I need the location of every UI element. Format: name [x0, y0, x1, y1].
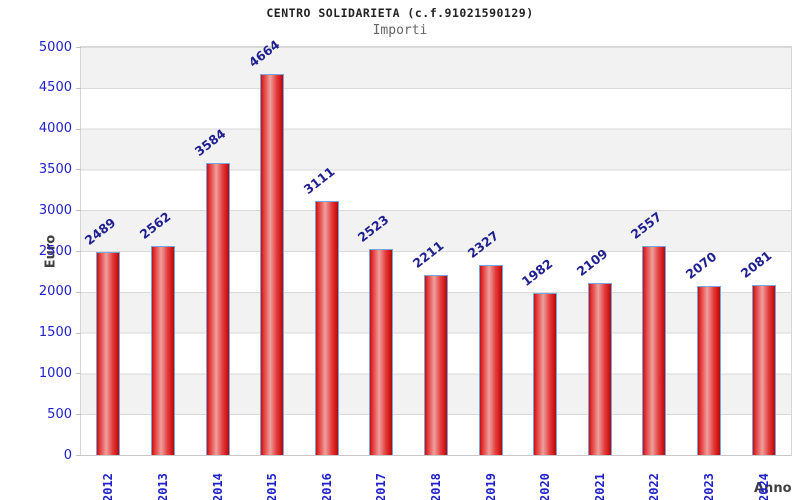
- x-tick-label: 2020: [538, 473, 553, 500]
- y-tick-mark: [76, 373, 81, 375]
- bar: [96, 251, 121, 455]
- x-tick-label: 2022: [647, 473, 662, 500]
- bar: [369, 249, 394, 455]
- x-tick-label: 2014: [210, 473, 225, 500]
- x-tick-label: 2021: [592, 473, 607, 500]
- bar: [533, 293, 558, 455]
- x-tick-label: 2015: [265, 473, 280, 500]
- x-axis-title: Anno: [754, 481, 792, 496]
- bar: [478, 265, 503, 455]
- bar: [205, 162, 230, 455]
- y-tick-label: 2500: [38, 243, 72, 259]
- y-tick-label: 3500: [38, 161, 72, 177]
- chart-subtitle: Importi: [372, 23, 428, 38]
- chart-title: CENTRO SOLIDARIETA (c.f.91021590129): [266, 6, 534, 20]
- y-tick-label: 1500: [38, 325, 72, 341]
- y-tick-label: 0: [63, 447, 72, 463]
- bar: [751, 285, 776, 455]
- bar: [697, 286, 722, 455]
- y-tick-mark: [76, 251, 81, 252]
- plot-area: [80, 46, 792, 456]
- x-tick-label: 2024: [756, 473, 771, 500]
- y-tick-mark: [76, 47, 81, 48]
- x-tick-label: 2018: [429, 473, 443, 500]
- y-tick-label: 500: [47, 406, 72, 422]
- bar: [150, 245, 175, 455]
- y-tick-mark: [76, 414, 81, 416]
- bar: [642, 246, 667, 455]
- y-tick-mark: [76, 455, 81, 456]
- x-tick-label: 2016: [319, 473, 334, 500]
- y-tick-label: 4000: [38, 121, 72, 137]
- bar: [424, 274, 448, 455]
- x-tick-label: 2017: [374, 473, 389, 500]
- y-tick-label: 1000: [38, 365, 72, 381]
- y-tick-mark: [76, 128, 81, 130]
- y-tick-mark: [76, 87, 81, 89]
- x-tick-label: 2012: [101, 473, 116, 500]
- y-tick-mark: [76, 210, 81, 212]
- y-tick-label: 2000: [38, 284, 72, 300]
- x-tick-label: 2013: [155, 473, 170, 500]
- bar: [314, 201, 339, 455]
- y-tick-label: 5000: [38, 39, 72, 55]
- bar: [260, 74, 285, 455]
- y-tick-mark: [76, 291, 81, 293]
- y-tick-mark: [76, 332, 81, 334]
- x-tick-label: 2023: [702, 473, 717, 500]
- bar: [587, 282, 612, 455]
- y-tick-label: 3000: [38, 202, 72, 218]
- x-tick-label: 2019: [483, 473, 498, 500]
- y-tick-label: 4500: [38, 80, 72, 96]
- y-tick-mark: [76, 169, 81, 171]
